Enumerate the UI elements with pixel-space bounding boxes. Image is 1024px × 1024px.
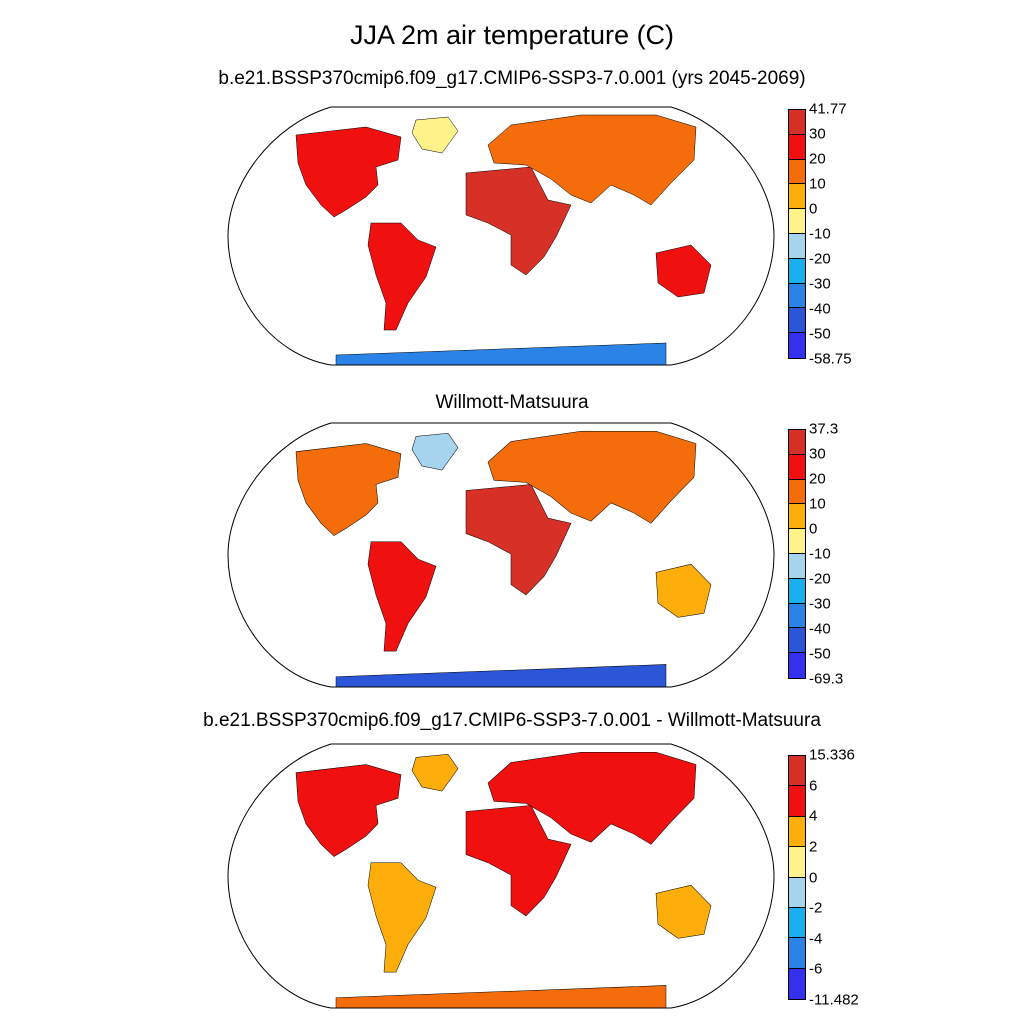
region-north-america (295, 126, 402, 218)
colorbar-tick-label: 10 (809, 175, 826, 193)
colorbar-swatch (789, 504, 805, 530)
colorbar-swatch (789, 877, 805, 908)
colorbar-swatch (789, 333, 805, 358)
panel-2-colorbar (788, 429, 806, 679)
colorbar-tick-label: -10 (809, 225, 831, 243)
colorbar-swatch (789, 786, 805, 817)
colorbar-swatch (789, 479, 805, 505)
region-antarctica (335, 342, 667, 365)
colorbar-swatch (789, 756, 805, 787)
colorbar-swatch (789, 907, 805, 939)
colorbar-tick-label: -4 (809, 930, 823, 948)
region-south-america (367, 541, 437, 652)
colorbar-swatch (789, 184, 805, 210)
region-greenland (411, 116, 459, 154)
colorbar-tick-label: -40 (809, 620, 831, 638)
region-australia (655, 884, 712, 939)
figure-title: JJA 2m air temperature (C) (349, 20, 675, 50)
region-north-america (295, 764, 402, 857)
colorbar-tick-label: -50 (809, 325, 831, 343)
panel-3-map (227, 743, 775, 1009)
region-eurasia (487, 114, 697, 206)
panel-1-map (227, 106, 775, 366)
colorbar-swatch (789, 553, 805, 579)
panel-1-colorbar (788, 109, 806, 359)
colorbar-tick-label: -50 (809, 645, 831, 663)
map-border (227, 106, 775, 366)
region-south-america (367, 222, 437, 331)
colorbar-swatch (789, 653, 805, 678)
region-greenland (411, 433, 459, 471)
colorbar-swatch (789, 308, 805, 334)
colorbar-tick-label: 41.77 (809, 100, 847, 118)
colorbar-tick-label: 30 (809, 125, 826, 143)
colorbar-swatch (789, 968, 805, 999)
colorbar-tick-label: -30 (809, 595, 831, 613)
panel-1-title: b.e21.BSSP370cmip6.f09_g17.CMIP6-SSP3-7.… (218, 68, 806, 89)
region-africa (465, 484, 572, 596)
colorbar-swatch (789, 283, 805, 309)
colorbar-swatch (789, 938, 805, 969)
colorbar-tick-label: -11.482 (809, 991, 859, 1009)
colorbar-tick-label: 37.3 (809, 420, 839, 438)
colorbar-swatch (789, 529, 805, 554)
region-eurasia (487, 430, 697, 524)
colorbar-tick-label: 4 (809, 807, 818, 825)
colorbar-swatch (789, 430, 805, 455)
map-border (227, 743, 775, 1009)
colorbar-tick-label: -2 (809, 899, 823, 917)
colorbar-swatch (789, 816, 805, 848)
region-antarctica (335, 985, 667, 1008)
map-border (227, 422, 775, 688)
colorbar-swatch (789, 134, 805, 160)
colorbar-swatch (789, 847, 805, 878)
colorbar-tick-label: -30 (809, 275, 831, 293)
panel-3-title: b.e21.BSSP370cmip6.f09_g17.CMIP6-SSP3-7.… (203, 710, 821, 731)
region-greenland (411, 754, 459, 792)
colorbar-swatch (789, 209, 805, 234)
colorbar-tick-label: -6 (809, 960, 823, 978)
colorbar-tick-label: 0 (809, 200, 818, 218)
region-australia (655, 244, 712, 298)
colorbar-swatch (789, 454, 805, 480)
colorbar-swatch (789, 578, 805, 604)
region-antarctica (335, 664, 667, 687)
colorbar-tick-label: 6 (809, 777, 818, 795)
panel-2-map (227, 422, 775, 688)
panel-3-colorbar (788, 755, 806, 1000)
colorbar-tick-label: -20 (809, 250, 831, 268)
colorbar-tick-label: 0 (809, 520, 818, 538)
colorbar-tick-label: 0 (809, 869, 818, 886)
colorbar-tick-label: 20 (809, 150, 826, 168)
colorbar-swatch (789, 258, 805, 284)
colorbar-tick-label: -20 (809, 570, 831, 588)
colorbar-tick-label: -40 (809, 300, 831, 318)
region-africa (465, 805, 572, 917)
colorbar-swatch (789, 628, 805, 654)
region-africa (465, 166, 572, 276)
region-south-america (367, 862, 437, 973)
colorbar-tick-label: 30 (809, 445, 826, 463)
colorbar-swatch (789, 159, 805, 185)
colorbar-tick-label: 15.336 (809, 746, 855, 764)
colorbar-swatch (789, 233, 805, 259)
colorbar-swatch (789, 110, 805, 135)
colorbar-tick-label: 20 (809, 470, 826, 488)
colorbar-tick-label: -10 (809, 545, 831, 563)
colorbar-swatch (789, 603, 805, 629)
colorbar-tick-label: 2 (809, 838, 818, 856)
colorbar-tick-label: 10 (809, 495, 826, 513)
region-eurasia (487, 751, 697, 845)
panel-2-title: Willmott-Matsuura (435, 392, 589, 413)
region-australia (655, 563, 712, 618)
colorbar-tick-label: -69.3 (809, 670, 844, 688)
region-north-america (295, 443, 402, 536)
colorbar-tick-label: -58.75 (809, 350, 852, 368)
